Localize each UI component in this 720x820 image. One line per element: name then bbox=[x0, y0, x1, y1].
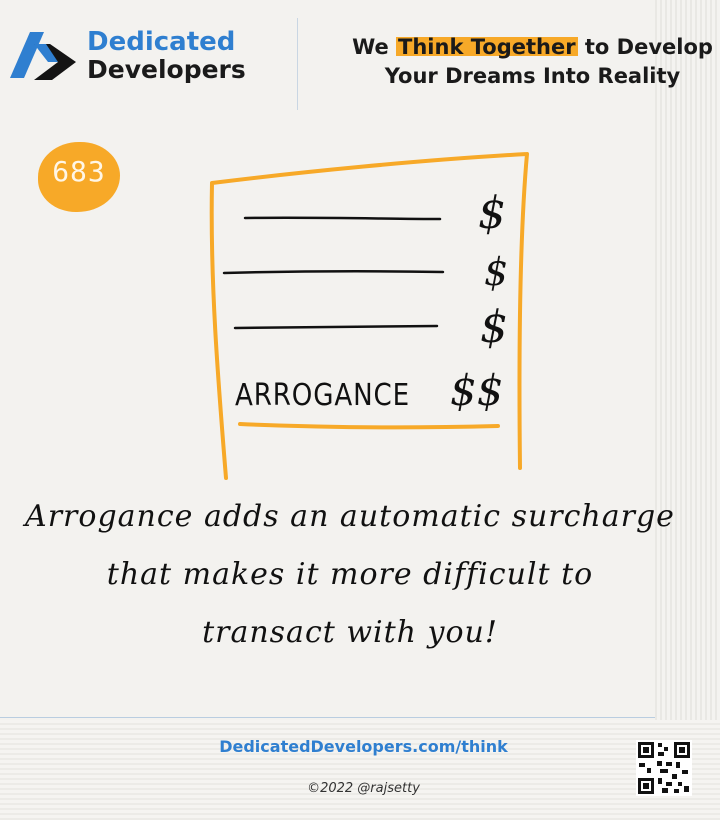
footer-url-link[interactable]: DedicatedDevelopers.com/think bbox=[219, 737, 508, 756]
tagline-highlight: Think Together bbox=[396, 35, 578, 59]
brand-name-line2: Developers bbox=[87, 55, 246, 84]
tagline-suffix: to Develop bbox=[577, 35, 713, 59]
total-value: $$ bbox=[450, 366, 503, 415]
header: Dedicated Developers We Think Together t… bbox=[0, 0, 720, 115]
line-item-3 bbox=[233, 324, 439, 330]
brand-name-line1: Dedicated bbox=[87, 27, 236, 57]
receipt-sketch: $ $ $ ARROGANCE $$ bbox=[209, 152, 529, 480]
total-label: ARROGANCE bbox=[235, 378, 410, 413]
message-line1: Arrogance adds an automatic surcharge bbox=[25, 499, 675, 534]
footer-rule bbox=[0, 717, 655, 718]
message-line2: that makes it more difficult to bbox=[106, 557, 594, 592]
napkin-texture-edge bbox=[655, 0, 720, 820]
tagline: We Think Together to Develop Your Dreams… bbox=[345, 33, 720, 91]
tagline-prefix: We bbox=[352, 35, 397, 59]
copyright: ©2022 @rajsetty bbox=[307, 781, 420, 796]
dedicated-developers-logo-icon bbox=[10, 32, 76, 80]
message-line3: transact with you! bbox=[202, 615, 498, 650]
receipt-frame bbox=[209, 152, 529, 480]
line-item-3-price: $ bbox=[480, 302, 508, 353]
message: Arrogance adds an automatic surcharge th… bbox=[20, 488, 680, 662]
line-item-2-price: $ bbox=[484, 250, 508, 294]
line-item-1 bbox=[243, 216, 442, 221]
line-item-2 bbox=[222, 270, 445, 275]
card-number-badge bbox=[38, 142, 120, 212]
napkin-texture-bottom bbox=[0, 720, 720, 820]
qr-code-icon bbox=[636, 740, 692, 796]
brand-name: Dedicated Developers bbox=[87, 28, 246, 84]
card-number: 683 bbox=[52, 155, 106, 188]
line-item-1-price: $ bbox=[478, 188, 506, 239]
tagline-line1: We Think Together to Develop bbox=[345, 33, 720, 62]
header-divider bbox=[297, 18, 298, 110]
tagline-line2: Your Dreams Into Reality bbox=[384, 64, 681, 88]
